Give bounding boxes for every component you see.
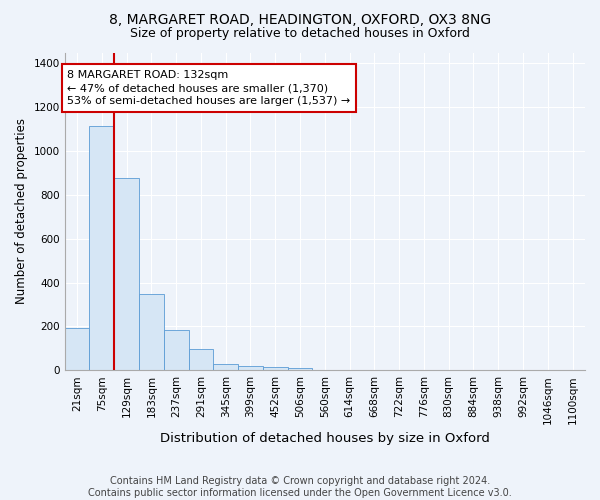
Bar: [214, 364, 238, 370]
Text: Size of property relative to detached houses in Oxford: Size of property relative to detached ho…: [130, 28, 470, 40]
Bar: [188, 350, 214, 370]
Bar: [263, 367, 287, 370]
Y-axis label: Number of detached properties: Number of detached properties: [15, 118, 28, 304]
Bar: [238, 366, 263, 370]
Bar: [114, 178, 139, 370]
Text: 8 MARGARET ROAD: 132sqm
← 47% of detached houses are smaller (1,370)
53% of semi: 8 MARGARET ROAD: 132sqm ← 47% of detache…: [67, 70, 350, 106]
Bar: [89, 126, 114, 370]
Bar: [164, 330, 188, 370]
Text: 8, MARGARET ROAD, HEADINGTON, OXFORD, OX3 8NG: 8, MARGARET ROAD, HEADINGTON, OXFORD, OX…: [109, 12, 491, 26]
X-axis label: Distribution of detached houses by size in Oxford: Distribution of detached houses by size …: [160, 432, 490, 445]
Bar: [287, 368, 313, 370]
Bar: [65, 328, 89, 370]
Text: Contains HM Land Registry data © Crown copyright and database right 2024.
Contai: Contains HM Land Registry data © Crown c…: [88, 476, 512, 498]
Bar: [139, 294, 164, 370]
